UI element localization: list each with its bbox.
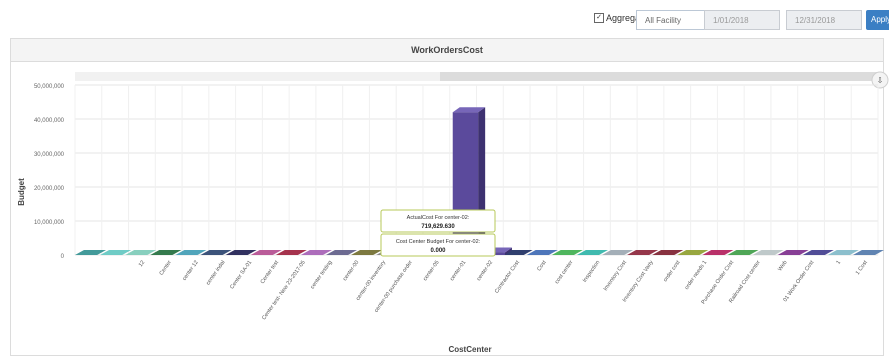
tooltip-value: 0.000 xyxy=(430,248,446,254)
download-icon: ⇩ xyxy=(877,76,884,85)
start-date-input[interactable]: 1/01/2018 xyxy=(704,10,780,30)
zoom-range-selection[interactable] xyxy=(440,72,878,81)
download-menu[interactable]: ⇩ xyxy=(871,71,889,89)
aggregate-checkbox[interactable]: ✓ xyxy=(594,13,604,23)
zero-bar-slab[interactable] xyxy=(852,250,884,255)
x-tick-label: 1 Cost xyxy=(855,259,869,276)
x-tick-label: order cost xyxy=(663,259,682,283)
x-tick-label: Cost xyxy=(536,259,548,272)
zero-bar-slab[interactable] xyxy=(100,250,132,255)
x-tick-label: center-01 xyxy=(449,260,467,282)
y-tick-label: 20,000,000 xyxy=(34,186,65,192)
zero-bar-slab[interactable] xyxy=(250,250,282,255)
zero-bar-slab[interactable] xyxy=(225,250,257,255)
bar-top xyxy=(452,107,486,113)
zero-bar-slab[interactable] xyxy=(275,250,307,255)
zero-bar-slab[interactable] xyxy=(526,250,558,255)
tooltip: ActualCost For center-02: 719,629.630 xyxy=(380,209,496,233)
x-tick-label: Center SA-01 xyxy=(229,260,253,291)
zero-bar-slab[interactable] xyxy=(752,250,784,255)
tooltip-box xyxy=(380,209,496,233)
x-tick-label: center 12 xyxy=(182,260,200,282)
x-tick-label: center-00 inventory xyxy=(355,260,387,302)
x-axis-label: CostCenter xyxy=(448,345,491,354)
zero-bar-slab[interactable] xyxy=(325,250,358,255)
chart-title: WorkOrdersCost xyxy=(11,39,883,62)
y-tick-label: 30,000,000 xyxy=(34,152,65,158)
y-tick-label: 50,000,000 xyxy=(34,84,65,90)
x-tick-label: 01 Work Order Cost xyxy=(782,259,815,303)
x-tick-label: center-05 xyxy=(422,260,440,282)
zero-bar-slab[interactable] xyxy=(300,250,332,255)
x-tick-label: Railroad Cost center xyxy=(728,260,762,305)
bar-side xyxy=(504,247,512,255)
apply-button[interactable]: Apply xyxy=(866,10,889,30)
x-tick-label: Contractor Cost xyxy=(494,259,521,294)
x-tick-label: center testing xyxy=(310,260,334,290)
zero-bar-slab[interactable] xyxy=(652,250,684,255)
toolbar: ✓ Aggregate All Facility ▼ 1/01/2018 12/… xyxy=(0,0,889,38)
zero-bar-slab[interactable] xyxy=(802,250,834,255)
x-tick-label: center-02 xyxy=(476,260,494,282)
aggregate-label: Aggregate xyxy=(606,13,648,23)
x-tick-label: cost center xyxy=(554,260,574,286)
zero-bar-slab[interactable] xyxy=(827,250,859,255)
zero-bar-slab[interactable] xyxy=(576,250,608,255)
x-tick-label: Center xyxy=(159,260,173,277)
zero-bar-slab[interactable] xyxy=(677,250,709,255)
zero-bar-slab[interactable] xyxy=(777,250,809,255)
y-axis-label: Budget xyxy=(17,178,26,206)
x-tick-label: Inspection xyxy=(582,260,601,284)
zero-bar-slab[interactable] xyxy=(627,250,659,255)
x-tick-label: 12 xyxy=(138,260,146,268)
x-tick-label: 1 xyxy=(835,260,842,266)
x-tick-label: center indal xyxy=(205,260,226,287)
zero-bar-slab[interactable] xyxy=(551,250,583,255)
aggregate-toggle[interactable]: ✓ Aggregate xyxy=(594,13,648,23)
zero-bar-slab[interactable] xyxy=(601,250,634,255)
end-date-input[interactable]: 12/31/2018 xyxy=(786,10,862,30)
x-tick-label: Center test xyxy=(260,259,281,285)
tooltip: Cost Center Budget For center-02: 0.000 xyxy=(380,233,496,257)
zero-bar-slab[interactable] xyxy=(200,250,232,255)
x-tick-label: Inventory Cost Variy xyxy=(622,260,655,304)
x-tick-label: center-00 xyxy=(342,260,360,282)
zero-bar-slab[interactable] xyxy=(351,250,383,255)
y-tick-label: 0 xyxy=(61,254,65,260)
x-tick-label: Web xyxy=(777,260,788,273)
x-tick-label: Inventory Cost xyxy=(603,259,629,292)
y-tick-label: 40,000,000 xyxy=(34,118,65,124)
tooltip-title: ActualCost For center-02: xyxy=(407,215,470,221)
zero-bar-slab[interactable] xyxy=(75,250,107,255)
zero-bar-slab[interactable] xyxy=(727,250,759,255)
zero-bar-slab[interactable] xyxy=(702,250,734,255)
tooltip-box xyxy=(380,233,496,257)
zero-bar-slab[interactable] xyxy=(150,250,182,255)
tooltip-value: 719,629.630 xyxy=(421,224,455,230)
facility-select-value: All Facility xyxy=(645,16,682,25)
zero-bar-slab[interactable] xyxy=(125,250,157,255)
tooltip-title: Cost Center Budget For center-02: xyxy=(396,239,481,245)
bar-side xyxy=(478,107,486,255)
x-tick-label: order needs 1 xyxy=(684,260,708,291)
y-tick-label: 10,000,000 xyxy=(34,220,65,226)
zero-bar-slab[interactable] xyxy=(175,250,207,255)
